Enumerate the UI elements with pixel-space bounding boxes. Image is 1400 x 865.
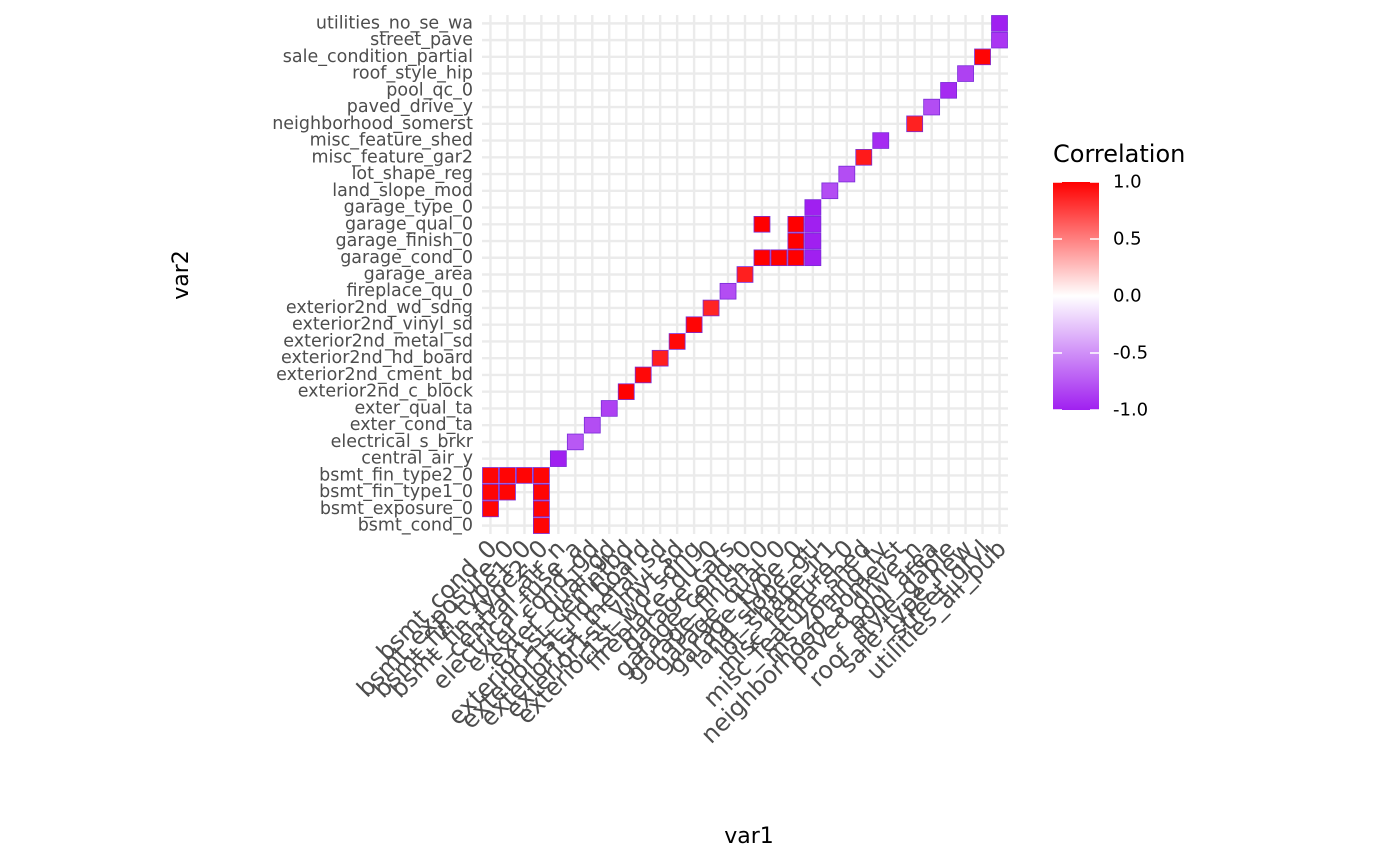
heatmap-cell [499,483,516,501]
heatmap-cell [482,483,499,501]
legend-ticks: 1.0 0.5 0.0 -0.5 -1.0 [1053,172,1148,421]
heatmap-cell [787,232,805,250]
legend-tick-label: -1.0 [1113,400,1148,421]
y-tick-label: garage_qual_0 [345,214,473,234]
y-tick-label: land_slope_mod [332,181,473,201]
heatmap-cell [804,249,822,267]
heatmap-cells [482,15,1008,534]
y-tick-label: exterior2nd_cment_bd [276,365,473,385]
y-tick-label: garage_area [364,265,473,285]
y-tick-label: roof_style_hip [352,64,473,84]
y-tick-label: misc_feature_shed [310,131,473,151]
heatmap-cell [787,216,805,233]
x-axis-ticks: bsmt_cond_0bsmt_exposure_0bsmt_fin_type1… [351,534,1011,749]
heatmap-cell [634,366,652,384]
legend-title: Correlation [1053,140,1185,168]
y-tick-label: exter_cond_ta [350,415,473,435]
y-tick-label: electrical_s_brkr [331,432,474,452]
heatmap-cell [499,467,516,484]
y-tick-label: bsmt_fin_type2_0 [319,465,473,485]
heatmap-cell [533,467,550,484]
heatmap-cell [974,48,991,66]
heatmap-cell [906,115,924,133]
y-tick-label: fireplace_qu_0 [346,281,473,301]
y-tick-label: sale_condition_partial [283,47,473,67]
y-tick-label: exterior2nd_c_block [298,382,474,402]
y-tick-label: central_air_y [361,449,473,469]
x-axis-title: var1 [724,824,774,849]
heatmap-cell [872,132,890,149]
heatmap-cell [804,216,822,233]
y-tick-label: garage_finish_0 [336,231,473,251]
heatmap-cell [991,31,1008,49]
heatmap-cell [482,500,499,518]
heatmap-cell [533,517,550,534]
legend-tick-label: 0.5 [1113,229,1142,250]
y-tick-label: exterior2nd_wd_sdng [286,298,473,318]
heatmap-cell [719,282,737,300]
heatmap-cell [566,433,584,451]
heatmap-cell [702,299,720,317]
y-tick-label: bsmt_cond_0 [358,516,473,536]
heatmap-cell [804,199,822,216]
y-axis-ticks: bsmt_cond_0bsmt_exposure_0bsmt_fin_type1… [272,13,474,535]
y-tick-label: utilities_no_se_wa [316,13,473,33]
legend-tick-label: 0.0 [1113,286,1142,307]
y-tick-label: paved_drive_y [347,97,473,117]
heatmap-cell [770,249,788,267]
heatmap-cell [600,400,618,417]
heatmap-cell [516,467,533,484]
heatmap-cell [753,249,771,267]
heatmap-cell [804,232,822,250]
y-tick-label: misc_feature_gar2 [312,147,474,167]
heatmap-cell [668,333,686,350]
y-tick-label: pool_qc_0 [386,80,473,100]
heatmap-cell [533,483,550,501]
y-tick-label: garage_type_0 [344,198,473,218]
legend-tick-label: 1.0 [1113,172,1142,193]
heatmap-cell [787,249,805,267]
heatmap-cell [651,349,669,367]
heatmap-cell [685,316,703,333]
y-tick-label: exter_qual_ta [354,398,473,418]
heatmap-cell [753,216,771,233]
heatmap-cell [923,98,941,116]
y-tick-label: exterior2nd_hd_board [281,348,473,368]
legend-tick-label: -0.5 [1113,343,1148,364]
y-tick-label: garage_cond_0 [340,248,473,268]
y-tick-label: exterior2nd_vinyl_sd [292,315,473,335]
y-axis-title: var2 [169,250,194,300]
heatmap-cell [482,467,499,484]
heatmap-cell [838,165,856,183]
heatmap-cell [549,450,567,467]
heatmap-cell [583,416,601,434]
y-tick-label: bsmt_exposure_0 [320,499,473,519]
heatmap-cell [957,65,974,82]
y-tick-label: lot_shape_reg [352,164,473,184]
heatmap-cell [855,149,873,166]
y-tick-label: exterior2nd_metal_sd [283,331,473,351]
heatmap-cell [736,266,754,283]
y-tick-label: street_pave [370,30,473,50]
heatmap-cell [991,15,1008,32]
y-tick-label: bsmt_fin_type1_0 [319,482,473,502]
panel-grid [482,15,1008,534]
heatmap-cell [617,383,635,400]
legend: Correlation 1.0 0.5 0.0 -0.5 -1.0 [1053,140,1185,421]
heatmap-cell [533,500,550,518]
heatmap-cell [821,182,839,200]
y-tick-label: neighborhood_somerst [272,114,473,134]
heatmap-cell [940,82,957,99]
